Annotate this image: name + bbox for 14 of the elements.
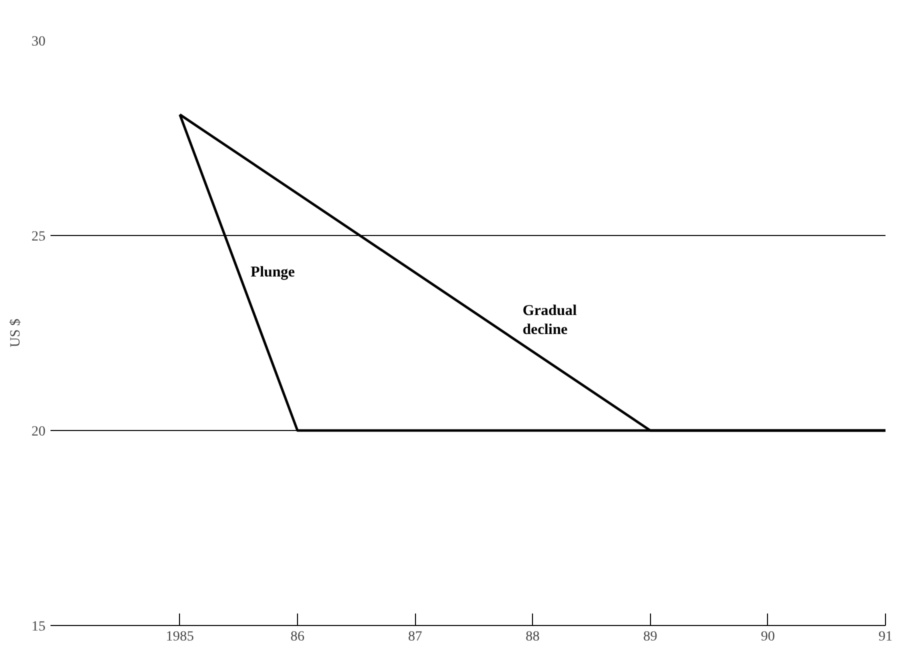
x-tick-label: 86 xyxy=(290,630,304,644)
x-tick-label: 88 xyxy=(526,630,540,644)
y-tick-label: 25 xyxy=(32,230,46,244)
y-tick-label: 15 xyxy=(32,620,46,634)
x-tick-label: 90 xyxy=(760,630,775,644)
x-tick-label: 87 xyxy=(408,630,422,644)
y-tick-label: 20 xyxy=(32,424,46,440)
series-label: Gradual decline xyxy=(522,302,577,338)
x-tick-label: 91 xyxy=(878,630,892,644)
y-axis-title: US $ xyxy=(8,318,24,348)
y-tick-label: 30 xyxy=(32,34,46,50)
x-tick-label: 1985 xyxy=(166,630,194,644)
series-label: Plunge xyxy=(250,264,296,281)
x-tick-label: 89 xyxy=(643,630,658,644)
